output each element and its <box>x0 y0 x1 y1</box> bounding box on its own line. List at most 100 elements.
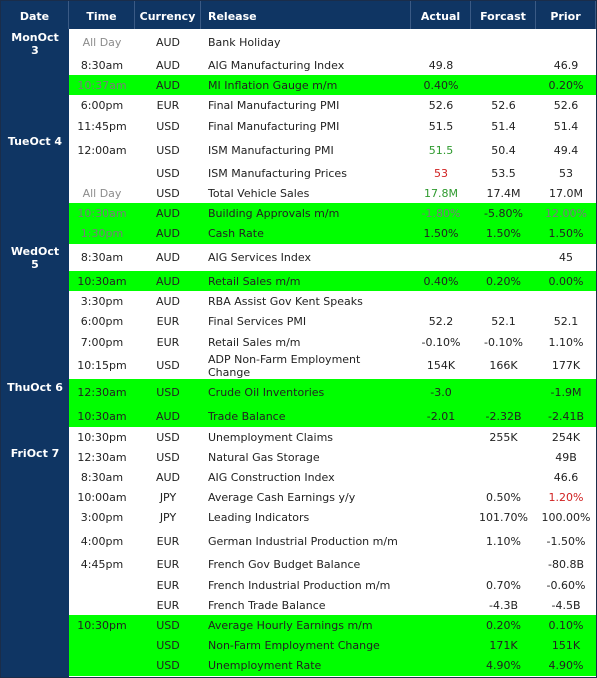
forecast-cell: 0.50% <box>486 490 521 504</box>
prior-cell: 51.4 <box>553 119 579 133</box>
prior-cell: 46.9 <box>553 58 579 72</box>
currency-cell: AUD <box>155 251 181 264</box>
forecast-cell: 0.20% <box>486 274 521 288</box>
event-row: 10:30am AUD Trade Balance -2.01 -2.32B -2.41B <box>69 406 596 427</box>
event-row: 12:30am USD Natural Gas Storage 49B <box>69 447 596 467</box>
forecast-cell: 166K <box>489 359 518 372</box>
release-cell: Retail Sales m/m <box>208 335 301 349</box>
release-cell: MI Inflation Gauge m/m <box>208 78 338 92</box>
release-cell: ISM Manufacturing PMI <box>208 143 334 157</box>
forecast-cell: -4.3B <box>488 598 518 612</box>
release-cell: Cash Rate <box>208 227 264 240</box>
time-cell: All Day <box>82 35 122 49</box>
release-cell: Final Services PMI <box>208 315 307 328</box>
day-label: TueOct 4 <box>7 135 63 148</box>
event-row: USD Non-Farm Employment Change 171K 151K <box>69 635 596 655</box>
time-cell: 10:30am <box>77 206 127 220</box>
actual-cell: 51.5 <box>428 143 454 157</box>
actual-cell: -3.0 <box>430 386 452 399</box>
prior-cell: -80.8B <box>547 558 584 571</box>
event-row: 6:00pm EUR Final Services PMI 52.2 52.1 52.1 <box>69 311 596 332</box>
time-cell: 12:30am <box>77 386 127 399</box>
prior-cell: 1.20% <box>548 490 584 504</box>
release-cell: Retail Sales m/m <box>208 274 301 288</box>
release-cell: Unemployment Claims <box>208 430 334 444</box>
release-cell: Non-Farm Employment Change <box>208 638 380 652</box>
currency-cell: EUR <box>156 598 180 612</box>
time-cell: All Day <box>82 186 122 200</box>
time-cell: 10:30am <box>77 410 127 423</box>
actual-cell: 49.8 <box>428 58 454 72</box>
forecast-cell: 4.90% <box>486 659 521 672</box>
forecast-cell: -0.10% <box>484 335 523 349</box>
day-label: WedOct 5 <box>10 245 60 271</box>
event-row: 4:45pm EUR French Gov Budget Balance -80.8B <box>69 554 596 575</box>
currency-cell: EUR <box>156 335 180 349</box>
event-row: 8:30am AUD AIG Manufacturing Index 49.8 46.9 <box>69 55 596 75</box>
release-cell: Average Cash Earnings y/y <box>208 490 356 504</box>
currency-cell: EUR <box>156 98 180 112</box>
column-header: Prior <box>536 1 596 29</box>
event-row: 6:00pm EUR Final Manufacturing PMI 52.6 52.6… <box>69 95 596 115</box>
prior-cell: 254K <box>551 430 581 444</box>
event-row: 10:37am AUD MI Inflation Gauge m/m 0.40% 0.2… <box>69 75 596 95</box>
time-cell: 12:30am <box>77 450 127 464</box>
prior-cell: 100.00% <box>541 511 591 524</box>
time-cell: 4:00pm <box>80 534 124 548</box>
prior-cell: 0.10% <box>548 618 584 632</box>
currency-cell: USD <box>156 166 180 180</box>
event-row: 1:30pm AUD Cash Rate 1.50% 1.50% 1.50% <box>69 223 596 244</box>
actual-cell: 52.2 <box>428 315 454 328</box>
currency-cell: AUD <box>155 35 181 49</box>
prior-cell: 52.6 <box>553 98 579 112</box>
event-row: 3:30pm AUD RBA Assist Gov Kent Speaks <box>69 291 596 311</box>
day-label: ThuOct 6 <box>7 381 63 394</box>
prior-cell: 177K <box>551 359 581 372</box>
release-cell: French Trade Balance <box>208 598 326 612</box>
prior-cell: 45 <box>559 251 573 264</box>
event-row: 10:30pm USD Average Hourly Earnings m/m 0.2… <box>69 615 596 635</box>
actual-cell: 53 <box>434 166 448 180</box>
forecast-cell: 0.70% <box>486 578 521 592</box>
time-cell: 10:37am <box>77 78 127 92</box>
actual-cell: 52.6 <box>428 98 454 112</box>
event-row: USD Unemployment Rate 4.90% 4.90% <box>69 655 596 676</box>
column-header: Time <box>69 1 135 29</box>
prior-cell: 46.6 <box>553 470 579 484</box>
time-cell: 10:30pm <box>77 430 127 444</box>
forecast-cell: 171K <box>489 638 518 652</box>
event-row: All Day USD Total Vehicle Sales 17.8M 17.4M 1… <box>69 183 596 203</box>
forecast-cell: 51.4 <box>491 119 516 133</box>
currency-cell: EUR <box>156 578 180 592</box>
prior-cell: 1.10% <box>548 335 584 349</box>
day-label: FriOct 7 <box>10 447 60 460</box>
currency-cell: AUD <box>155 470 181 484</box>
release-cell: Natural Gas Storage <box>208 450 320 464</box>
prior-cell: -2.41B <box>547 410 584 423</box>
event-row: 10:30am AUD Retail Sales m/m 0.40% 0.20% 0.00… <box>69 271 596 291</box>
release-cell: Crude Oil Inventories <box>208 386 325 399</box>
forecast-cell: 1.10% <box>486 534 521 548</box>
prior-cell: -0.60% <box>546 578 586 592</box>
header-row: Date Time Currency Release Actual Forcast Prio… <box>1 1 596 29</box>
release-cell: Average Hourly Earnings m/m <box>208 618 373 632</box>
prior-cell: 0.00% <box>548 274 584 288</box>
time-cell: 11:45pm <box>77 119 127 133</box>
prior-cell: 49.4 <box>553 143 579 157</box>
forecast-cell: 52.6 <box>491 98 516 112</box>
actual-cell: 0.40% <box>423 78 459 92</box>
currency-cell: AUD <box>155 410 181 423</box>
currency-cell: JPY <box>159 511 177 524</box>
time-cell: 6:00pm <box>80 98 124 112</box>
time-cell: 7:00pm <box>80 335 124 349</box>
actual-cell: -0.10% <box>421 335 461 349</box>
release-cell: French Gov Budget Balance <box>208 558 361 571</box>
release-cell: Trade Balance <box>208 410 286 423</box>
prior-cell: 151K <box>551 638 581 652</box>
prior-cell: 4.90% <box>548 659 584 672</box>
time-cell: 12:00am <box>77 143 127 157</box>
release-cell: AIG Manufacturing Index <box>208 58 345 72</box>
column-header: Release <box>201 1 411 29</box>
currency-cell: USD <box>156 430 180 444</box>
prior-cell: -4.5B <box>551 598 581 612</box>
